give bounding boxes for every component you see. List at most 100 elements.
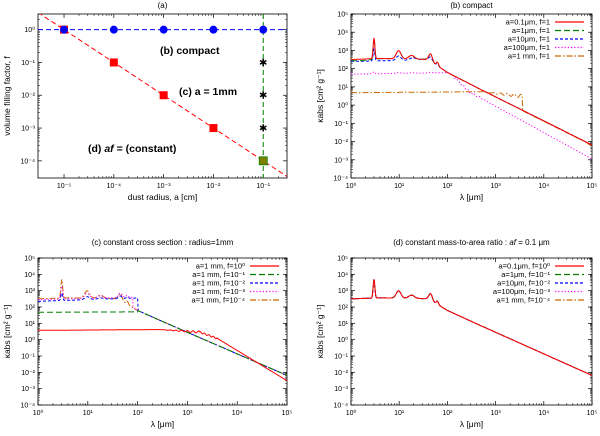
series-line	[351, 91, 592, 147]
plot-area	[38, 279, 287, 382]
series-line	[351, 71, 592, 160]
y-tick-label: 10⁻³	[334, 157, 348, 164]
series-line	[351, 279, 592, 376]
annotation-1mm: (c) a = 1mm	[179, 86, 237, 98]
y-tick-label: 10⁻⁴	[334, 176, 349, 183]
x-tick-label: 10⁴	[538, 183, 549, 190]
y-tick-label: 10²	[338, 66, 349, 73]
marker-circle	[60, 25, 69, 34]
y-tick-label: 10⁰	[337, 102, 348, 110]
y-tick-label: 10³	[25, 288, 36, 295]
legend-label: a=1 mm, f=10⁻²	[192, 279, 245, 288]
plot-frame	[350, 257, 593, 406]
y-tick-label: 10²	[25, 305, 36, 312]
legend-label: a=100μm, f=10⁻³	[493, 287, 551, 296]
y-tick-label: 10⁵	[337, 256, 348, 263]
y-tick-label: 10⁻²	[334, 139, 348, 146]
panel-title: (c) constant cross section : radius=1mm	[92, 238, 234, 247]
y-tick-label: 10⁻¹	[21, 354, 35, 361]
series-line	[351, 279, 592, 376]
legend-label: a=0.1μm, f=10⁰	[498, 262, 550, 271]
series-line	[38, 285, 287, 376]
marker-overlap	[258, 156, 268, 166]
marker-square	[109, 58, 118, 67]
x-tick-label: 10⁵	[587, 183, 598, 190]
marker-square	[209, 124, 218, 133]
legend-label: a=1 mm, f=10⁻⁴	[497, 296, 550, 305]
y-tick-label: 10¹	[338, 321, 349, 328]
legend-label: a=0.1μm, f=1	[506, 18, 550, 27]
y-tick-label: 10⁵	[24, 256, 35, 263]
y-tick-label: 10⁻³	[21, 126, 35, 133]
x-tick-label: 10⁰	[33, 409, 44, 417]
marker-circle	[259, 25, 268, 34]
series-line	[38, 310, 287, 376]
x-tick-label: 10⁻³	[157, 183, 171, 190]
legend-label: a=1 mm, f=10⁻¹	[192, 270, 245, 279]
series-line	[351, 279, 592, 376]
x-tick-label: 10²	[442, 183, 453, 190]
x-tick-label: 10³	[491, 410, 502, 417]
plot-frame	[37, 257, 288, 406]
annotation-part: (d)	[88, 143, 104, 155]
y-tick-label: 10⁻²	[21, 93, 35, 100]
marker-star: ✱	[259, 91, 267, 102]
y-tick-label: 10⁻¹	[334, 121, 348, 128]
panel-d: 10⁰ 10¹ 10² 10³ 10⁴ 10⁵ 10⁻⁴ 10⁻³ 10⁻² 10⁻¹ 10⁰ 10¹…	[315, 238, 597, 429]
plot-area	[351, 37, 592, 160]
x-tick-label: 10⁴	[538, 410, 549, 417]
x-tick-label: 10¹	[394, 410, 405, 417]
y-tick-label: 10⁻⁴	[21, 403, 36, 410]
y-tick-label: 10⁰	[24, 336, 35, 344]
y-axis-label: κabs [cm² g⁻¹]	[2, 305, 12, 359]
legend-label: a=100μm, f=1	[504, 43, 550, 52]
x-tick-label: 10¹	[83, 410, 94, 417]
legend-label: a=1μm, f=10⁻¹	[501, 270, 550, 279]
series-line	[351, 279, 592, 376]
y-axis-label: κabs [cm² g⁻¹]	[315, 69, 325, 123]
x-axis-label: dust radius, a [cm]	[128, 192, 197, 202]
y-tick-label: 10²	[338, 305, 349, 312]
y-tick-label: 10³	[338, 288, 349, 295]
x-tick-label: 10⁵	[282, 410, 293, 417]
x-tick-label: 10²	[133, 410, 144, 417]
x-axis-label: λ [μm]	[460, 192, 483, 202]
y-tick-label: 10⁰	[337, 336, 348, 344]
x-tick-label: 10²	[442, 410, 453, 417]
panel-title: (a)	[158, 1, 168, 10]
y-tick-label: 10⁻³	[21, 386, 35, 393]
legend-label: a=10μm, f=10⁻²	[497, 279, 550, 288]
plot-frame	[350, 13, 593, 179]
x-tick-label: 10⁴	[232, 410, 243, 417]
x-tick-label: 10⁻¹	[256, 183, 270, 190]
panel-a: 10⁻⁵ 10⁻⁴ 10⁻³ 10⁻² 10⁻¹ 10⁻⁴ 10⁻³ 10⁻² 10⁻¹ 10⁰ (…	[2, 1, 288, 202]
annotation-constant: (d) af = (constant)	[88, 143, 176, 155]
legend: a=0.1μm, f=1a=1μm, f=1a=10μm, f=1a=100μm…	[504, 18, 584, 61]
annotation-part: af	[104, 143, 115, 155]
title-part: af	[509, 238, 516, 247]
y-axis-label: κabs [cm² g⁻¹]	[315, 305, 325, 359]
panel-title: (b) compact	[450, 1, 493, 10]
marker-circle	[209, 25, 218, 34]
y-tick-label: 10⁻⁴	[21, 158, 36, 165]
series-line	[351, 37, 592, 146]
marker-star: ✱	[259, 124, 267, 135]
series-line	[351, 279, 592, 376]
y-tick-label: 10⁻²	[334, 370, 348, 377]
plot-area	[351, 279, 592, 376]
legend-label: a=1 mm, f=10⁻³	[192, 287, 245, 296]
y-tick-label: 10⁻⁴	[334, 403, 349, 410]
x-tick-label: 10³	[491, 183, 502, 190]
y-tick-label: 10³	[338, 48, 349, 55]
x-tick-label: 10⁻⁵	[57, 183, 71, 190]
y-tick-label: 10⁴	[337, 272, 348, 279]
series-line	[38, 279, 287, 376]
title-part: (d) constant mass-to-area ratio :	[393, 238, 509, 247]
y-tick-label: 10⁻¹	[21, 60, 35, 67]
y-tick-label: 10⁻¹	[334, 354, 348, 361]
x-tick-label: 10⁰	[346, 409, 357, 417]
legend-label: a=1 mm, f=1	[508, 52, 550, 61]
annotation-part: = (constant)	[114, 143, 177, 155]
